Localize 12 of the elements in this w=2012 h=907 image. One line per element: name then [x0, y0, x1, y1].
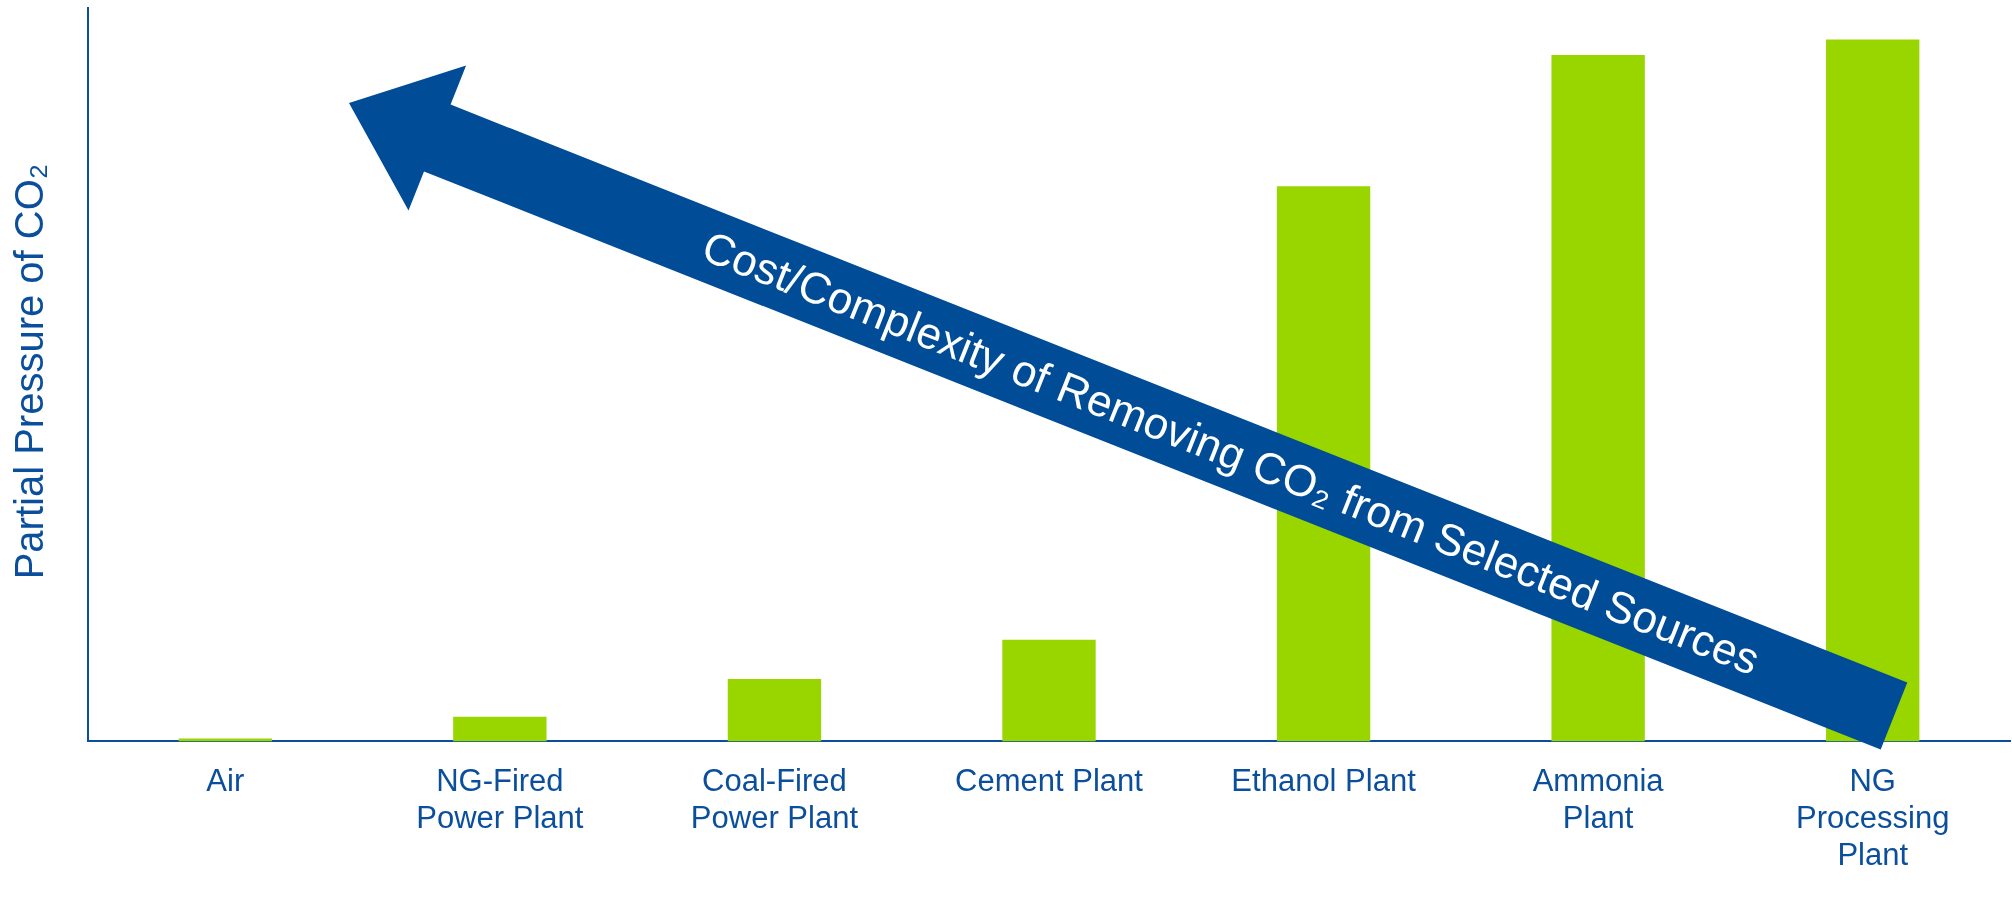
y-axis-title: Partial Pressure of CO₂ [7, 163, 53, 579]
bar [1002, 639, 1096, 742]
x-tick-label: Ammonia Plant [1532, 762, 1665, 835]
bar [727, 678, 822, 742]
x-tick-label: Ethanol Plant [1231, 762, 1417, 798]
bar [1826, 39, 1920, 742]
x-tick-label: Coal-Fired Power Plant [690, 762, 859, 835]
x-tick-label: NG Processing Plant [1796, 762, 1950, 872]
bar [453, 716, 547, 742]
x-tick-label: NG-Fired Power Plant [416, 762, 584, 835]
x-tick-label: Cement Plant [955, 762, 1144, 798]
x-tick-label: Air [206, 762, 245, 798]
